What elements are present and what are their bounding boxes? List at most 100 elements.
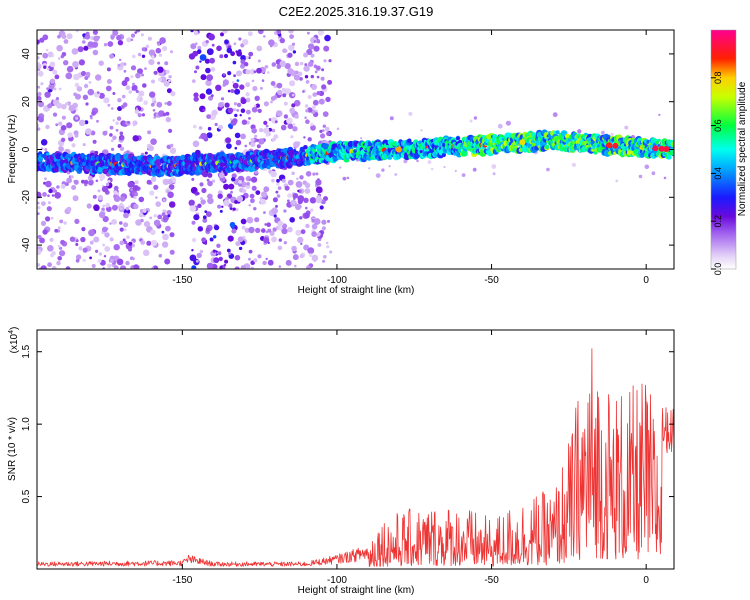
heatmap-cell: [286, 117, 293, 125]
heatmap-cell: [249, 68, 256, 75]
heatmap-cell: [272, 227, 277, 232]
heatmap-cell: [233, 42, 237, 46]
heatmap-cell: [167, 178, 173, 185]
heatmap-cell: [375, 173, 381, 179]
heatmap-cell: [101, 185, 109, 193]
heatmap-cell: [135, 107, 138, 110]
heatmap-cell: [60, 54, 64, 59]
snr-x-label: Height of straight line (km): [298, 585, 415, 596]
heatmap-cell: [310, 208, 314, 212]
heatmap-cell: [491, 164, 497, 169]
heatmap-cell: [74, 82, 80, 88]
heatmap-cell: [113, 195, 121, 202]
heatmap-cell: [239, 114, 242, 117]
heatmap-cell: [51, 265, 57, 269]
heatmap-cell: [130, 38, 134, 42]
heatmap-cell: [670, 149, 674, 156]
heatmap-cell: [92, 194, 97, 199]
heatmap-cell: [151, 79, 155, 84]
heatmap-cell: [141, 47, 146, 52]
heatmap-cell: [240, 265, 246, 269]
heatmap-cell: [226, 193, 233, 199]
heatmap-cell: [117, 144, 122, 148]
heatmap-cell: [270, 100, 273, 104]
heatmap-cell: [291, 200, 296, 205]
heatmap-cell: [253, 70, 257, 74]
heatmap-cell: [218, 166, 224, 171]
heatmap-cell: [197, 45, 202, 50]
heatmap-cell: [157, 66, 164, 73]
heatmap-cell: [264, 223, 268, 226]
heatmap-cell: [155, 196, 158, 199]
heatmap-cell: [200, 199, 206, 205]
heatmap-cell: [303, 244, 310, 251]
heatmap-cell: [170, 91, 176, 97]
heatmap-cell: [194, 191, 199, 195]
heatmap-cell: [160, 171, 165, 176]
heatmap-cell: [322, 111, 329, 117]
heatmap-cell: [45, 216, 51, 222]
heatmap-cell: [170, 143, 174, 148]
colorbar: 0.0 0.2 0.4 0.6 0.8 Normalized spectral ampl…: [710, 29, 748, 275]
heatmap-cell: [253, 207, 257, 211]
heatmap-cell: [261, 79, 265, 82]
heatmap-cell: [157, 61, 161, 65]
heatmap-cell: [304, 182, 311, 189]
heatmap-cell: [76, 86, 83, 92]
heatmap-cell: [271, 128, 276, 133]
heatmap-cell: [288, 30, 294, 34]
heatmap-cell: [112, 92, 116, 95]
heatmap-cell: [37, 263, 41, 267]
heatmap-cell: [54, 192, 62, 199]
heatmap-cell: [299, 254, 304, 259]
heatmap-cell: [119, 207, 123, 211]
heatmap-cell: [57, 34, 61, 39]
heatmap-cell: [44, 148, 48, 151]
heatmap-cell: [544, 144, 550, 150]
heatmap-cell: [624, 125, 629, 130]
heatmap-cell: [92, 30, 98, 35]
heatmap-cell: [282, 88, 287, 93]
snr-series-line: [37, 348, 674, 567]
heatmap-cell: [119, 131, 124, 136]
heatmap-cell: [111, 219, 117, 225]
heatmap-cell: [601, 130, 605, 135]
heatmap-cell: [284, 63, 291, 70]
heatmap-cell: [126, 150, 130, 155]
heatmap-cell: [292, 50, 297, 54]
heatmap-cell: [213, 224, 220, 231]
heatmap-cell: [80, 236, 86, 243]
heatmap-cell: [325, 96, 331, 103]
heatmap-cell: [169, 232, 175, 238]
heatmap-cell: [140, 218, 144, 223]
heatmap-cell: [651, 171, 656, 176]
heatmap-cell: [191, 237, 197, 243]
heatmap-cell: [104, 246, 111, 252]
heatmap-cell: [191, 265, 197, 269]
heatmap-cell: [257, 108, 262, 113]
heatmap-cell: [295, 70, 299, 75]
heatmap-cell: [233, 102, 238, 106]
heatmap-cell: [45, 48, 49, 52]
heatmap-cell: [310, 53, 315, 58]
heatmap-cell: [72, 61, 79, 68]
heatmap-cell: [228, 183, 235, 190]
heatmap-cell: [254, 134, 258, 138]
heatmap-cell: [112, 30, 119, 36]
heatmap-cell: [458, 139, 463, 144]
heatmap-cell: [47, 194, 50, 197]
heatmap-cell: [256, 45, 263, 52]
heatmap-cell: [88, 229, 95, 237]
heatmap-cell: [395, 146, 402, 153]
heatmap-cell: [59, 219, 64, 224]
heatmap-cell: [289, 80, 296, 87]
heatmap-cell: [518, 148, 523, 153]
heatmap-cell: [83, 83, 89, 89]
heatmap-cell: [326, 131, 331, 137]
heatmap-cell: [103, 97, 110, 104]
heatmap-cell: [263, 101, 269, 107]
heatmap-cell: [90, 240, 94, 244]
heatmap-cell: [130, 75, 134, 79]
heatmap-cell: [308, 253, 313, 257]
heatmap-cell: [37, 39, 40, 45]
